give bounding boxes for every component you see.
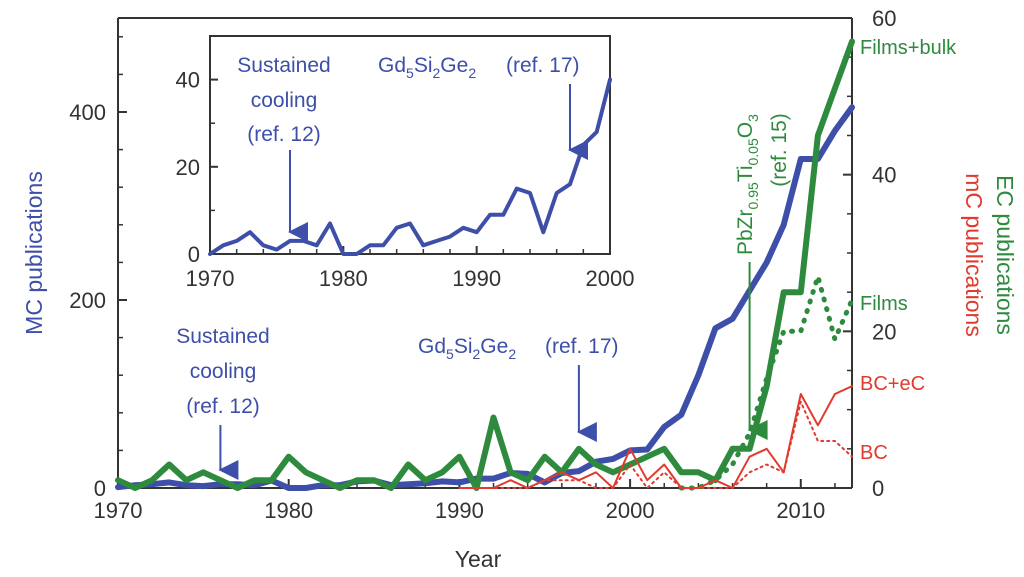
inset-annotation-gd-formula: Gd5Si2Ge2 <box>378 54 476 81</box>
main-annotation-sustained-line2: cooling <box>190 360 257 383</box>
x-tick-label: 2000 <box>606 498 655 523</box>
inset-frame <box>209 35 611 255</box>
main-annotation-gd-formula: Gd5Si2Ge2 <box>418 335 516 362</box>
y-right-tick-label: 40 <box>872 163 896 188</box>
main-annotation-pzt-ref: (ref. 15) <box>768 113 791 187</box>
main-annotation-pzt: PbZr0.95Ti0.05O3 (ref. 15) <box>734 113 791 255</box>
main-series-group <box>115 38 855 491</box>
y-right-tick-label: 20 <box>872 319 896 344</box>
inset-annotation-gd: Gd5Si2Ge2 (ref. 17) <box>378 54 580 81</box>
series-label-films-bulk: Films+bulk <box>860 37 957 59</box>
y-left-tick-label: 400 <box>69 100 106 125</box>
series-line-bc <box>458 400 853 489</box>
series-line-films <box>678 274 855 491</box>
main-annotation-pzt-formula: PbZr0.95Ti0.05O3 <box>734 114 761 255</box>
inset-x-tick-label: 1970 <box>186 266 235 291</box>
main-annotation-gd-ref: (ref. 17) <box>545 335 619 358</box>
x-tick-label: 1970 <box>94 498 143 523</box>
inset-y-tick-label: 40 <box>176 68 200 93</box>
inset-x-tick-label: 1990 <box>452 266 501 291</box>
main-annotation-gd: Gd5Si2Ge2 (ref. 17) <box>418 335 619 362</box>
y-axis-title-left: MC publications <box>21 171 47 335</box>
series-label-bc-ec: BC+eC <box>860 373 925 395</box>
inset-y-tick-label: 20 <box>176 155 200 180</box>
inset-x-tick-label: 2000 <box>586 266 635 291</box>
x-tick-label: 2010 <box>776 498 825 523</box>
main-annotation-sustained-line3: (ref. 12) <box>186 395 260 418</box>
inset-series-line-mc <box>208 77 612 256</box>
inset-annotation-sustained-line3: (ref. 12) <box>247 123 321 146</box>
annotation-arrows <box>218 84 768 480</box>
inset-series-group <box>208 77 612 256</box>
main-annotation-sustained: Sustained cooling (ref. 12) <box>176 325 269 418</box>
main-annotation-sustained-line1: Sustained <box>176 325 269 348</box>
y-left-tick-label: 200 <box>69 288 106 313</box>
y-right-tick-label: 60 <box>872 6 896 31</box>
inset-y-tick-label: 0 <box>188 242 200 267</box>
series-label-bc: BC <box>860 442 888 464</box>
y-left-tick-label: 0 <box>94 476 106 501</box>
inset-annotation-sustained-line1: Sustained <box>237 54 330 77</box>
y-axis-title-right-ec: EC publications <box>992 175 1018 335</box>
inset-annotation-sustained: Sustained cooling (ref. 12) <box>237 54 330 146</box>
inset-ticks: 1970 1980 1990 2000 0 20 40 <box>176 68 635 291</box>
y-right-tick-label: 0 <box>872 476 884 501</box>
x-tick-label: 1990 <box>435 498 484 523</box>
inset-annotation-gd-ref: (ref. 17) <box>506 54 580 77</box>
inset-panel <box>209 35 611 255</box>
series-label-films: Films <box>860 293 908 315</box>
series-line-films-bulk <box>115 38 855 491</box>
y-axis-title-right-mc: mC publications <box>961 173 987 337</box>
x-tick-label: 1980 <box>264 498 313 523</box>
x-axis-title: Year <box>455 546 502 572</box>
inset-x-tick-label: 1980 <box>319 266 368 291</box>
inset-annotation-sustained-line2: cooling <box>251 89 318 112</box>
